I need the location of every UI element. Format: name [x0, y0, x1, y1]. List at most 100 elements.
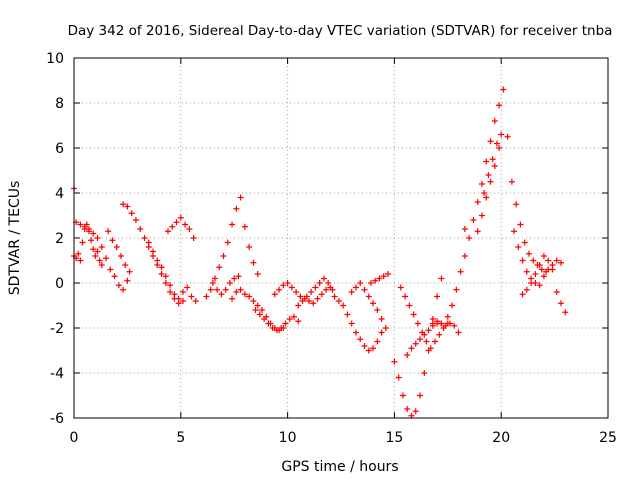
data-point — [79, 239, 86, 246]
data-point — [487, 178, 494, 185]
data-point — [483, 194, 490, 201]
data-point — [158, 264, 165, 271]
data-point — [461, 226, 468, 232]
data-point — [489, 156, 496, 163]
data-point — [406, 302, 413, 309]
data-point — [466, 235, 473, 241]
data-point — [184, 284, 191, 291]
data-point — [380, 273, 387, 280]
data-point — [231, 275, 238, 282]
data-point — [258, 307, 265, 313]
y-tick-label: -4 — [50, 366, 64, 382]
data-point — [162, 280, 169, 286]
data-point — [372, 277, 379, 284]
data-point — [115, 282, 122, 289]
data-point — [105, 228, 112, 235]
data-point — [175, 295, 182, 302]
data-point — [453, 286, 460, 293]
data-point — [357, 336, 364, 343]
data-point — [233, 205, 240, 212]
data-point — [109, 237, 116, 244]
data-point — [98, 244, 105, 250]
y-tick-label: 2 — [55, 231, 64, 247]
x-axis-label: GPS time / hours — [281, 459, 398, 475]
data-point — [241, 223, 248, 230]
x-tick-label: 5 — [176, 430, 185, 446]
data-point — [374, 307, 381, 313]
data-point — [536, 282, 543, 289]
data-point — [553, 257, 560, 264]
y-tick-label: 6 — [55, 141, 64, 157]
data-point — [487, 138, 494, 145]
data-point — [438, 320, 445, 327]
data-point — [308, 289, 315, 295]
data-point — [158, 271, 165, 277]
y-axis-label: SDTVAR / TECUs — [7, 181, 23, 296]
data-point — [241, 291, 248, 298]
data-point — [173, 219, 180, 226]
data-point — [397, 284, 404, 291]
data-point — [256, 311, 263, 318]
data-point — [536, 262, 543, 268]
data-point — [523, 268, 530, 275]
data-point — [117, 253, 124, 259]
data-point — [404, 352, 411, 358]
data-point — [179, 289, 186, 295]
data-point — [485, 172, 492, 178]
data-point — [246, 244, 253, 250]
data-point — [530, 257, 537, 264]
data-point — [314, 295, 321, 302]
data-point — [203, 293, 210, 300]
data-point — [549, 266, 556, 273]
data-point — [316, 280, 323, 286]
data-point — [282, 320, 289, 327]
data-point — [224, 239, 231, 246]
data-point — [511, 228, 518, 235]
data-point — [532, 271, 539, 277]
data-point — [438, 275, 445, 282]
data-point — [513, 201, 520, 208]
data-point — [75, 250, 82, 257]
data-point — [370, 345, 377, 352]
data-point — [297, 293, 304, 300]
data-point — [286, 316, 293, 322]
data-point — [81, 223, 88, 230]
data-point — [90, 230, 97, 237]
data-point — [218, 291, 225, 298]
data-point — [365, 293, 372, 300]
data-point — [164, 228, 171, 235]
x-tick-label: 20 — [492, 430, 510, 446]
data-point — [280, 282, 287, 289]
y-tick-label: 8 — [55, 96, 64, 112]
data-point — [141, 235, 148, 241]
data-point — [421, 370, 428, 376]
data-point — [378, 316, 385, 322]
data-point — [378, 329, 385, 336]
data-point — [367, 280, 374, 286]
data-point — [451, 322, 458, 329]
data-point — [235, 273, 242, 280]
data-point — [124, 203, 131, 210]
data-point — [357, 280, 364, 286]
data-point — [265, 320, 272, 327]
data-point — [94, 248, 101, 255]
axis-ticks — [73, 57, 609, 419]
data-point — [442, 322, 449, 329]
data-point — [220, 253, 227, 259]
data-point — [94, 235, 101, 241]
data-point — [446, 320, 453, 327]
x-tick-label: 25 — [599, 430, 617, 446]
data-point — [276, 286, 283, 293]
data-point — [186, 226, 193, 232]
data-point — [229, 295, 236, 302]
data-point — [312, 284, 319, 291]
data-point — [493, 140, 500, 147]
data-point — [457, 268, 464, 275]
data-point — [474, 228, 481, 235]
data-point — [85, 226, 92, 232]
data-point — [558, 259, 565, 266]
data-point — [171, 291, 178, 298]
data-point — [496, 102, 503, 109]
data-point — [122, 262, 129, 268]
